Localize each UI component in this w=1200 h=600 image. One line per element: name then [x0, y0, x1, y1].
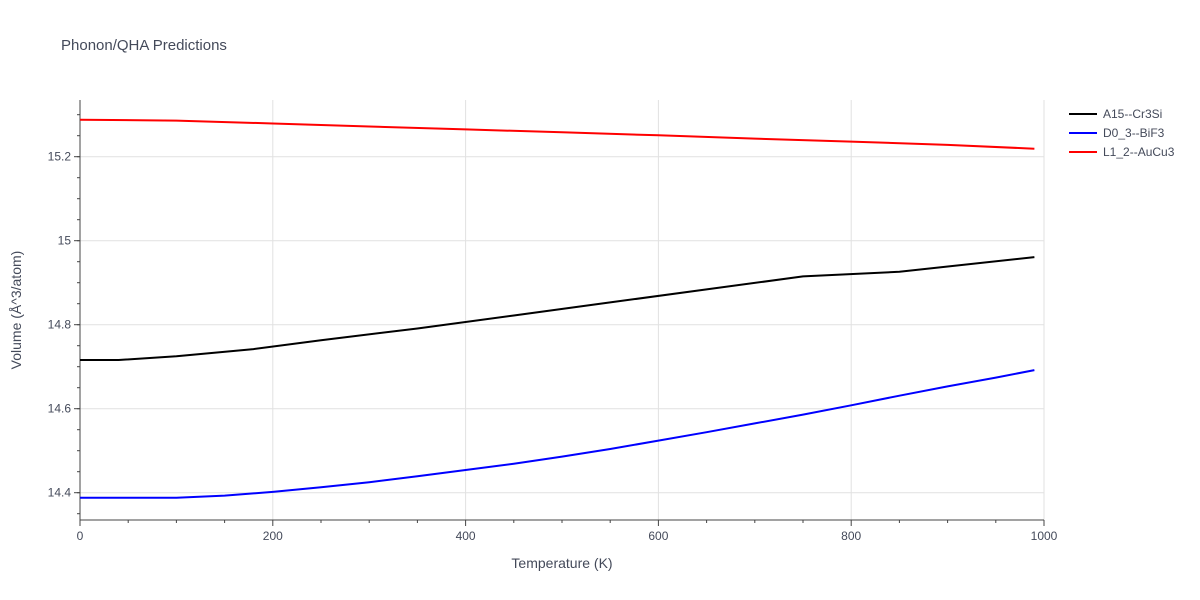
- y-tick-label: 14.4: [48, 486, 72, 500]
- legend-label: D0_3--BiF3: [1103, 126, 1165, 140]
- x-tick-label: 600: [648, 529, 668, 543]
- y-axis-title: Volume (Å^3/atom): [8, 251, 24, 370]
- series-line-l1-2-aucu3: [79, 118, 1035, 150]
- grid: [80, 100, 1045, 520]
- series-lines: [79, 118, 1035, 499]
- y-axis-ticks: 14.4 14.6 14.8 15 15.2: [48, 150, 80, 500]
- legend[interactable]: A15--Cr3Si D0_3--BiF3 L1_2--AuCu3: [1069, 107, 1175, 159]
- chart-title: Phonon/QHA Predictions: [61, 37, 227, 54]
- legend-label: L1_2--AuCu3: [1103, 145, 1175, 159]
- axes: [77, 100, 1044, 523]
- series-line-a15-cr3si: [80, 256, 1035, 361]
- y-tick-label: 14.6: [48, 402, 72, 416]
- legend-item-a15-cr3si[interactable]: A15--Cr3Si: [1069, 107, 1162, 121]
- legend-label: A15--Cr3Si: [1103, 107, 1162, 121]
- x-tick-label: 1000: [1031, 529, 1058, 543]
- y-tick-label: 14.8: [48, 318, 72, 332]
- x-tick-label: 800: [841, 529, 861, 543]
- series-line-d0-3-bif3: [80, 369, 1035, 499]
- legend-item-l1-2-aucu3[interactable]: L1_2--AuCu3: [1069, 145, 1175, 159]
- x-axis-ticks: 0 200 400 600 800 1000: [77, 520, 1058, 543]
- y-tick-label: 15.2: [48, 150, 72, 164]
- legend-item-d0-3-bif3[interactable]: D0_3--BiF3: [1069, 126, 1165, 140]
- x-tick-label: 0: [77, 529, 84, 543]
- x-tick-label: 400: [456, 529, 476, 543]
- x-tick-label: 200: [263, 529, 283, 543]
- y-tick-label: 15: [58, 234, 72, 248]
- x-axis-title: Temperature (K): [511, 555, 612, 571]
